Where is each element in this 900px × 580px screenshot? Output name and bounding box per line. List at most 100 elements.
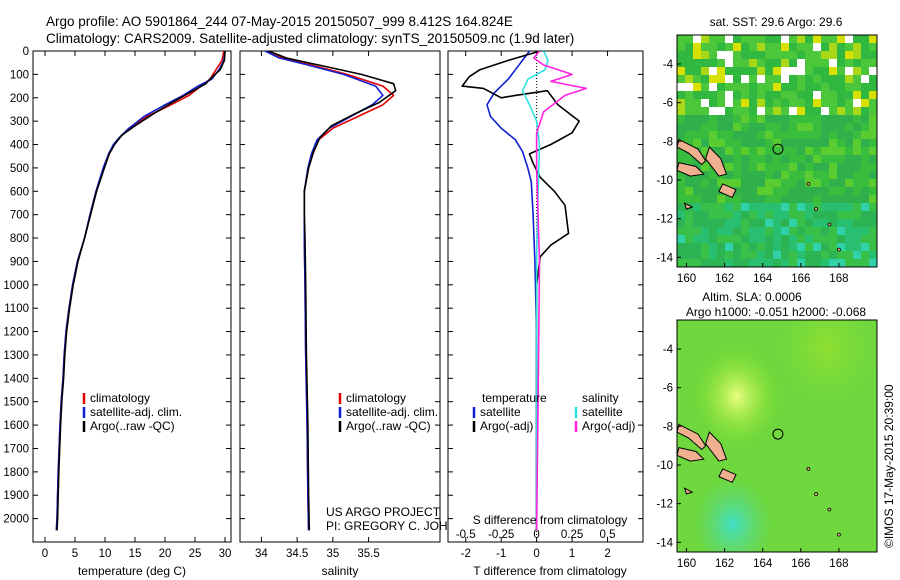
sst-map-cell: [845, 43, 853, 51]
sst-map-cell: [829, 83, 837, 91]
sst-map-cell: [853, 259, 861, 267]
sst-map-cell: [845, 115, 853, 123]
sst-map-cell: [765, 115, 773, 123]
sst-map-cell: [709, 107, 717, 115]
sst-map-cell: [789, 211, 797, 219]
sst-map-cell: [813, 83, 821, 91]
sst_map-xtick-label: 164: [753, 273, 773, 285]
salinity-series: [264, 51, 397, 531]
sst-map-cell: [749, 67, 757, 75]
sst-map-cell: [725, 83, 733, 91]
sst-map-cell: [821, 251, 829, 259]
sst-map-cell: [765, 155, 773, 163]
sst-map-cell: [853, 131, 861, 139]
sst-map-cell: [765, 131, 773, 139]
sst-map-cell: [861, 91, 869, 99]
sst-map-cell: [789, 123, 797, 131]
sst-map-cell: [821, 243, 829, 251]
sst-map-title: sat. SST: 29.6 Argo: 29.6: [710, 15, 843, 29]
sst-map-cell: [733, 251, 741, 259]
temperature-ytick-label: 2000: [3, 514, 29, 526]
sst-map-cell: [773, 211, 781, 219]
figure-title-line2: Climatology: CARS2009. Satellite-adjuste…: [46, 31, 574, 46]
sst-map-cell: [837, 227, 845, 235]
sst-map-cell: [869, 219, 877, 227]
sst-map-cell: [821, 35, 829, 43]
sst-map-cell: [701, 139, 709, 147]
sst-map-cell: [757, 163, 765, 171]
sst-map-cell: [805, 115, 813, 123]
sst-map-cell: [845, 187, 853, 195]
sst-map-cell: [789, 91, 797, 99]
sst-map-cell: [797, 59, 805, 67]
sst-map-cell: [709, 235, 717, 243]
sst-map-cell: [813, 99, 821, 107]
sst-map-cell: [741, 75, 749, 83]
sst-map-cell: [829, 99, 837, 107]
sst-map-cell: [869, 243, 877, 251]
sst-map-cell: [765, 251, 773, 259]
sst-map-cell: [717, 91, 725, 99]
sst-map-cell: [781, 67, 789, 75]
sst-map-cell: [717, 179, 725, 187]
sst-map-cell: [813, 211, 821, 219]
sst-map-cell: [797, 179, 805, 187]
sst-map-cell: [837, 35, 845, 43]
sst-map-cell: [741, 35, 749, 43]
sst-map-cell: [677, 171, 685, 179]
difference-legend-title-temperature: temperature: [482, 391, 547, 405]
sst-map-cell: [845, 123, 853, 131]
sst-map-cell: [781, 83, 789, 91]
sst-map-cell: [733, 91, 741, 99]
salinity-xtick-label: 34: [255, 548, 268, 560]
sst-map-cell: [757, 155, 765, 163]
sst-map-cell: [773, 203, 781, 211]
sst-map-cell: [765, 67, 773, 75]
sst-map-cell: [789, 43, 797, 51]
sst-map-cell: [797, 99, 805, 107]
sst-map-cell: [797, 227, 805, 235]
sst-map-cell: [869, 155, 877, 163]
sst-map-cell: [733, 187, 741, 195]
sst-map-cell: [757, 43, 765, 51]
temperature-panel: 0 5 10 15 20 25 300100200300400500600700800900…: [3, 46, 232, 578]
sst-map-cell: [693, 259, 701, 267]
sst-map-cell: [765, 99, 773, 107]
sst-map-cell: [813, 251, 821, 259]
sst-map-cell: [837, 131, 845, 139]
sla-land-island: [683, 487, 694, 495]
sst-map-cell: [733, 163, 741, 171]
sst-map-cell: [781, 123, 789, 131]
sst-map-cell: [677, 219, 685, 227]
sst-map-cell: [701, 203, 709, 211]
sla-map-axes: 160 162 164 166 168 -4 -6 -8 -10 -12 -14: [656, 344, 848, 570]
sst-map-cell: [789, 155, 797, 163]
sst-map-cell: [773, 43, 781, 51]
difference-legend-title-salinity: salinity: [582, 391, 619, 405]
sst-map-cell: [677, 123, 685, 131]
sst-map-cell: [685, 67, 693, 75]
sst-map-cell: [693, 35, 701, 43]
sst-map-cell: [757, 131, 765, 139]
sst-map-cell: [853, 67, 861, 75]
temperature-xlabel: temperature (deg C): [78, 564, 186, 578]
sst-map-cell: [765, 219, 773, 227]
sst-map-cell: [821, 147, 829, 155]
sst-map-cell: [869, 147, 877, 155]
temperature-ytick-label: 0: [23, 46, 29, 58]
sst-map-cell: [805, 51, 813, 59]
sst-map-cell: [845, 83, 853, 91]
sla-land-islet: [806, 466, 811, 471]
sst-map-cell: [853, 59, 861, 67]
temperature-xtick-label: 5: [72, 548, 78, 560]
sla-map-gradient-3: [677, 320, 877, 552]
sst-map-cell: [757, 195, 765, 203]
sst-map-cell: [861, 195, 869, 203]
sst-map-cell: [837, 235, 845, 243]
salinity-series-line-2: [268, 51, 397, 531]
sst-map-cell: [821, 171, 829, 179]
sst-map-cell: [861, 99, 869, 107]
sst-map-cell: [773, 67, 781, 75]
sst-map-cell: [813, 171, 821, 179]
sst-map-cell: [837, 75, 845, 83]
